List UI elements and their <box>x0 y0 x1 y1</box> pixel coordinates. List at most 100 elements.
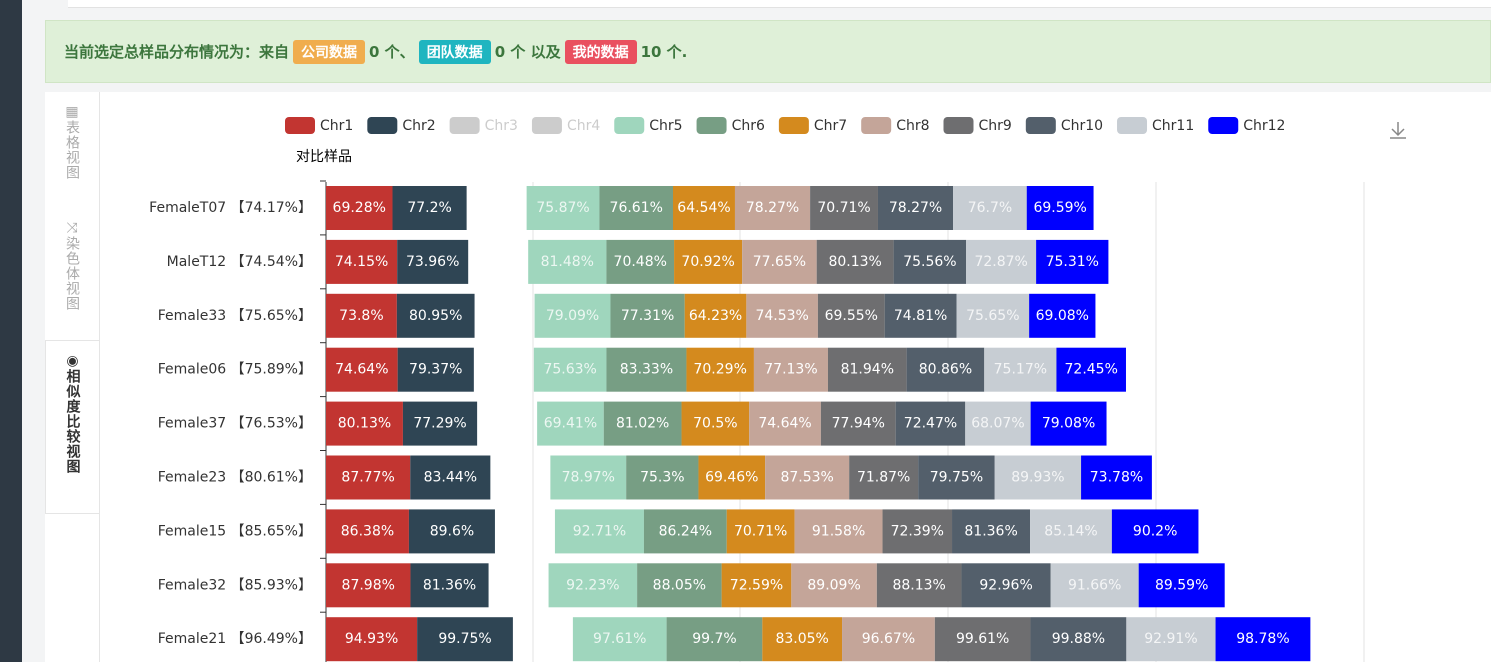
bar-segment <box>1138 563 1225 608</box>
data-label: 91.66% <box>1068 577 1121 593</box>
bar-segment <box>572 617 667 662</box>
sidebar <box>0 0 22 662</box>
bar-segment <box>810 186 878 230</box>
data-label: 79.09% <box>546 308 599 324</box>
legend-label: Chr12 <box>1243 118 1285 134</box>
data-label: 73.8% <box>339 308 383 324</box>
bar-segment <box>746 293 818 338</box>
bar-segment <box>742 239 817 284</box>
bar-segment <box>686 347 754 392</box>
view-tabs: ▦ 表格视图 ⤨ 染色体视图 ◉ 相似度比较视图 <box>45 92 100 662</box>
data-label: 68.07% <box>971 416 1024 432</box>
y-tick-label: Female21 【96.49%】 <box>158 631 312 647</box>
legend-label: Chr5 <box>649 118 682 134</box>
bar-segment <box>528 239 607 284</box>
tab-label: 相似度比较视图 <box>64 369 81 474</box>
bar-segment <box>849 455 919 500</box>
data-label: 92.96% <box>979 577 1032 593</box>
data-label: 92.71% <box>573 523 626 539</box>
bar-segment <box>721 563 792 608</box>
bar-segment <box>1029 293 1096 338</box>
data-label: 77.94% <box>832 416 885 432</box>
bar-segment <box>1030 401 1107 446</box>
bar-segment <box>684 293 747 338</box>
bar-segment <box>410 563 489 608</box>
bar-segment <box>1081 455 1152 500</box>
data-label: 81.02% <box>616 416 669 432</box>
bar-segment <box>816 239 894 284</box>
data-label: 81.36% <box>964 523 1017 539</box>
bar-segment <box>893 239 967 284</box>
data-label: 76.61% <box>610 200 663 216</box>
banner-text: 0 个、 <box>369 43 415 61</box>
banner-text: 0 个 以及 <box>494 43 561 61</box>
bar-segment <box>537 401 604 446</box>
data-label: 79.08% <box>1042 416 1095 432</box>
bar-segment <box>326 239 398 284</box>
bar-segment <box>877 186 954 230</box>
tab[interactable]: ▦ 表格视图 <box>64 104 80 180</box>
data-label: 78.27% <box>889 200 942 216</box>
bar-segment <box>952 509 1031 554</box>
bar-segment <box>749 401 821 446</box>
bar-segment <box>734 186 811 230</box>
legend-label: Chr11 <box>1152 118 1194 134</box>
bar-segment <box>994 455 1082 500</box>
data-label: 76.7% <box>968 200 1012 216</box>
bar-segment <box>1036 239 1109 284</box>
data-label: 89.93% <box>1011 470 1064 486</box>
data-label: 91.58% <box>812 523 865 539</box>
data-label: 92.23% <box>566 577 619 593</box>
legend-swatch <box>696 117 727 134</box>
bar-segment <box>765 455 850 500</box>
bar-segment <box>673 186 735 230</box>
data-label: 89.09% <box>807 577 860 593</box>
bar-segment <box>794 509 883 554</box>
legend-swatch <box>943 117 974 134</box>
y-tick-label: Female06 【75.89%】 <box>158 362 312 378</box>
data-label: 81.48% <box>541 254 594 270</box>
data-label: 69.41% <box>544 416 597 432</box>
data-label: 69.28% <box>333 200 386 216</box>
bar-segment <box>326 347 398 392</box>
top-tabs <box>68 0 1491 8</box>
data-label: 69.46% <box>705 470 758 486</box>
bar-segment <box>934 617 1031 662</box>
legend-swatch <box>614 117 645 134</box>
data-label: 89.59% <box>1155 577 1208 593</box>
data-label: 72.59% <box>730 577 783 593</box>
bar-segment <box>906 347 985 392</box>
bar-segment <box>820 401 896 446</box>
banner-text: 当前选定总样品分布情况为：来自 <box>64 43 290 61</box>
data-label: 72.39% <box>891 523 944 539</box>
summary-banner: 当前选定总样品分布情况为：来自 公司数据 0 个、 团队数据 0 个 以及 我的… <box>45 20 1491 83</box>
bar-segment <box>397 347 474 392</box>
tab[interactable]: ⤨ 染色体视图 <box>64 220 80 311</box>
bar-segment <box>953 186 1027 230</box>
y-tick-label: Female37 【76.53%】 <box>158 416 312 432</box>
bar-segment <box>895 401 966 446</box>
download-icon[interactable] <box>1390 122 1406 139</box>
bar-segment <box>681 401 750 446</box>
legend-label: Chr4 <box>567 118 600 134</box>
legend-label: Chr7 <box>814 118 847 134</box>
bar-segment <box>984 347 1057 392</box>
legend-label: Chr8 <box>896 118 929 134</box>
data-label: 94.93% <box>345 631 398 647</box>
data-label: 90.2% <box>1133 523 1177 539</box>
tab[interactable]: ◉ 相似度比较视图 <box>45 340 99 514</box>
data-label: 83.44% <box>424 470 477 486</box>
badge: 我的数据 <box>564 39 637 64</box>
data-label: 86.38% <box>341 523 394 539</box>
bar-segment <box>526 186 600 230</box>
bar-segment <box>1056 347 1126 392</box>
bar-segment <box>753 347 828 392</box>
data-label: 74.53% <box>755 308 808 324</box>
data-label: 80.86% <box>919 362 972 378</box>
bar-segment <box>1111 509 1199 554</box>
data-label: 78.97% <box>562 470 615 486</box>
data-label: 79.75% <box>930 470 983 486</box>
bar-segment <box>326 293 397 338</box>
